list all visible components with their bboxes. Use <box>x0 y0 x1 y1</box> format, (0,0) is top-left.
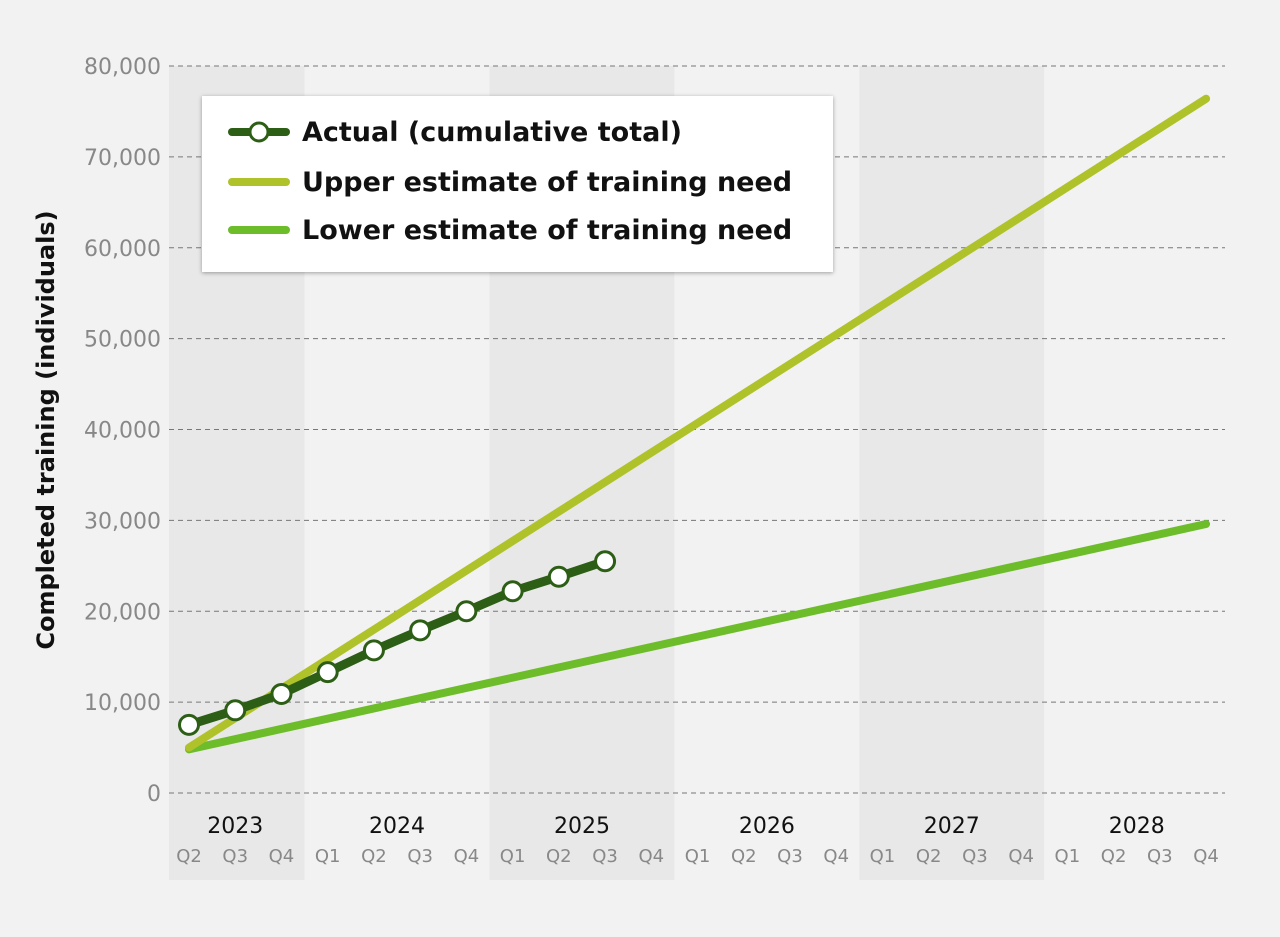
quarter-label: Q1 <box>1055 846 1081 867</box>
quarter-label: Q2 <box>1101 846 1127 867</box>
quarter-label: Q3 <box>592 846 618 867</box>
year-band-2027 <box>859 66 1045 880</box>
y-tick-label: 80,000 <box>84 55 161 80</box>
y-tick-label: 60,000 <box>84 237 161 262</box>
year-label: 2026 <box>739 814 795 839</box>
y-tick-label: 0 <box>147 782 161 807</box>
legend-label: Upper estimate of training need <box>302 166 793 198</box>
legend-swatch-upper <box>228 178 290 186</box>
y-tick-label: 50,000 <box>84 328 161 353</box>
quarter-label: Q1 <box>870 846 896 867</box>
legend: Actual (cumulative total) Upper estimate… <box>202 96 833 272</box>
quarter-label: Q3 <box>777 846 803 867</box>
quarter-label: Q3 <box>222 846 248 867</box>
legend-item-upper: Upper estimate of training need <box>228 162 792 202</box>
legend-swatch-lower <box>228 226 290 234</box>
quarter-label: Q4 <box>823 846 849 867</box>
quarter-label: Q4 <box>1193 846 1219 867</box>
legend-swatch-actual <box>228 121 290 143</box>
actual-point <box>455 600 478 623</box>
year-label: 2023 <box>207 814 263 839</box>
actual-point <box>316 661 339 684</box>
lower-estimate-line <box>185 520 1211 754</box>
quarter-label: Q4 <box>454 846 480 867</box>
actual-point <box>501 580 524 603</box>
y-axis-label: Completed training (individuals) <box>32 210 60 650</box>
legend-label: Actual (cumulative total) <box>302 116 682 148</box>
y-tick-label: 70,000 <box>84 146 161 171</box>
legend-item-lower: Lower estimate of training need <box>228 210 792 250</box>
quarter-label: Q2 <box>361 846 387 867</box>
quarter-label: Q4 <box>638 846 664 867</box>
actual-point <box>594 550 617 573</box>
quarter-label: Q2 <box>916 846 942 867</box>
y-tick-label: 30,000 <box>84 509 161 534</box>
quarter-label: Q4 <box>269 846 295 867</box>
legend-item-actual: Actual (cumulative total) <box>228 112 682 152</box>
actual-point <box>224 699 247 722</box>
quarter-label: Q1 <box>685 846 711 867</box>
quarter-label: Q2 <box>176 846 202 867</box>
year-label: 2025 <box>554 814 610 839</box>
y-tick-label: 10,000 <box>84 691 161 716</box>
actual-line <box>187 557 607 730</box>
actual-point <box>270 682 293 705</box>
year-band-2028 <box>1044 66 1225 880</box>
actual-point <box>547 565 570 588</box>
quarter-label: Q3 <box>1147 846 1173 867</box>
actual-point <box>178 713 200 736</box>
year-label: 2024 <box>369 814 425 839</box>
actual-point <box>362 639 385 662</box>
quarter-label: Q1 <box>500 846 526 867</box>
quarter-label: Q3 <box>962 846 988 867</box>
y-tick-label: 40,000 <box>84 419 161 444</box>
quarter-label: Q2 <box>546 846 572 867</box>
actual-point <box>409 619 432 642</box>
quarter-label: Q1 <box>315 846 341 867</box>
y-tick-label: 20,000 <box>84 600 161 625</box>
year-label: 2028 <box>1109 814 1165 839</box>
quarter-label: Q3 <box>407 846 433 867</box>
upper-estimate-line <box>185 94 1211 752</box>
quarter-label: Q4 <box>1008 846 1034 867</box>
year-label: 2027 <box>924 814 980 839</box>
quarter-label: Q2 <box>731 846 757 867</box>
legend-label: Lower estimate of training need <box>302 214 793 246</box>
